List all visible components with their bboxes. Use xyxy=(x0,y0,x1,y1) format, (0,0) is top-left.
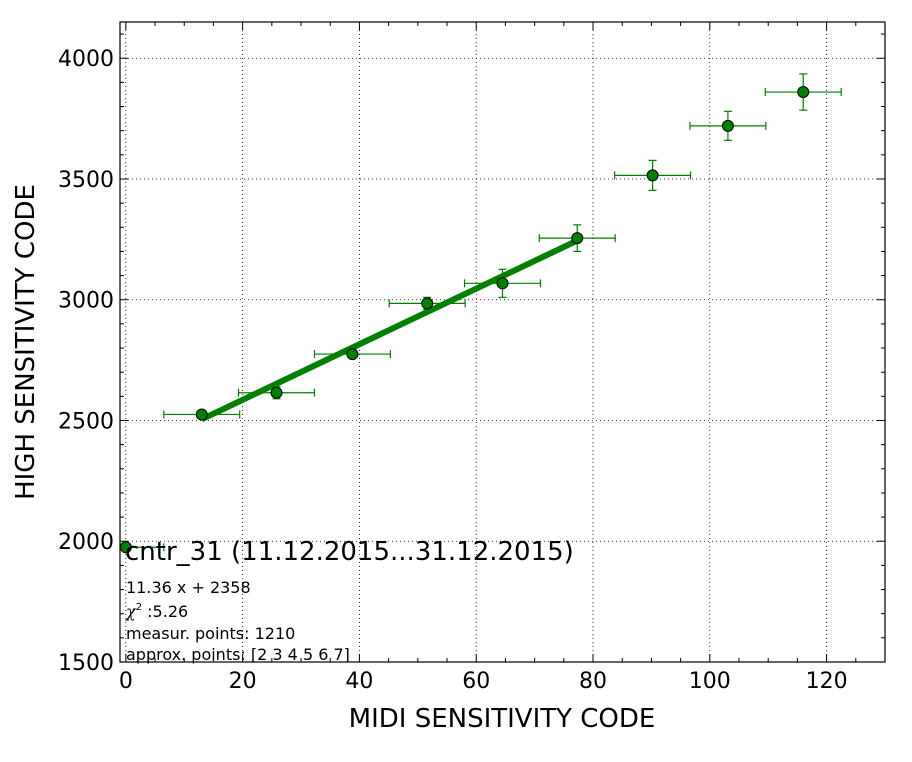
fit-equation: 11.36 x + 2358 xyxy=(126,578,251,597)
y-tick-label: 3500 xyxy=(58,168,114,193)
data-point xyxy=(346,348,359,361)
data-points xyxy=(119,86,810,554)
y-ticks: 1500 2000 2500 3000 3500 4000 xyxy=(58,33,885,676)
measurement-points: measur. points: 1210 xyxy=(126,624,295,643)
data-point xyxy=(195,408,208,421)
y-tick-label: 4000 xyxy=(58,47,114,72)
x-axis-label: MIDI SENSITIVITY CODE xyxy=(349,704,656,734)
data-point xyxy=(421,297,434,310)
x-tick-label: 80 xyxy=(579,669,607,694)
data-point xyxy=(646,169,659,182)
y-tick-label: 1500 xyxy=(58,651,114,676)
x-ticks: 0 20 40 60 80 100 120 xyxy=(119,22,857,694)
plot-frame xyxy=(119,21,886,663)
data-point xyxy=(797,86,810,99)
x-tick-label: 120 xyxy=(806,669,848,694)
y-tick-label: 2500 xyxy=(58,409,114,434)
chart-title: cntr_31 (11.12.2015...31.12.2015) xyxy=(125,537,574,567)
chi-symbol: χ xyxy=(125,602,137,621)
x-tick-label: 60 xyxy=(462,669,490,694)
data-point xyxy=(270,386,283,399)
y-tick-label: 3000 xyxy=(58,289,114,314)
data-point xyxy=(571,232,584,245)
chi-value: :5.26 xyxy=(142,602,188,621)
chi-exponent: 2 xyxy=(136,602,142,613)
x-tick-label: 100 xyxy=(689,669,731,694)
approx-points: approx. points: [2 3 4 5 6 7] xyxy=(126,645,350,664)
x-tick-label: 40 xyxy=(345,669,373,694)
data-point xyxy=(721,119,734,132)
y-axis-label: HIGH SENSITIVITY CODE xyxy=(11,184,41,500)
y-tick-label: 2000 xyxy=(58,530,114,555)
fit-line-group xyxy=(200,237,579,422)
x-tick-label: 0 xyxy=(119,669,133,694)
chi-square: χ2 :5.26 xyxy=(125,602,188,621)
data-point xyxy=(496,277,509,290)
x-tick-label: 20 xyxy=(229,669,257,694)
fit-line xyxy=(200,237,579,422)
